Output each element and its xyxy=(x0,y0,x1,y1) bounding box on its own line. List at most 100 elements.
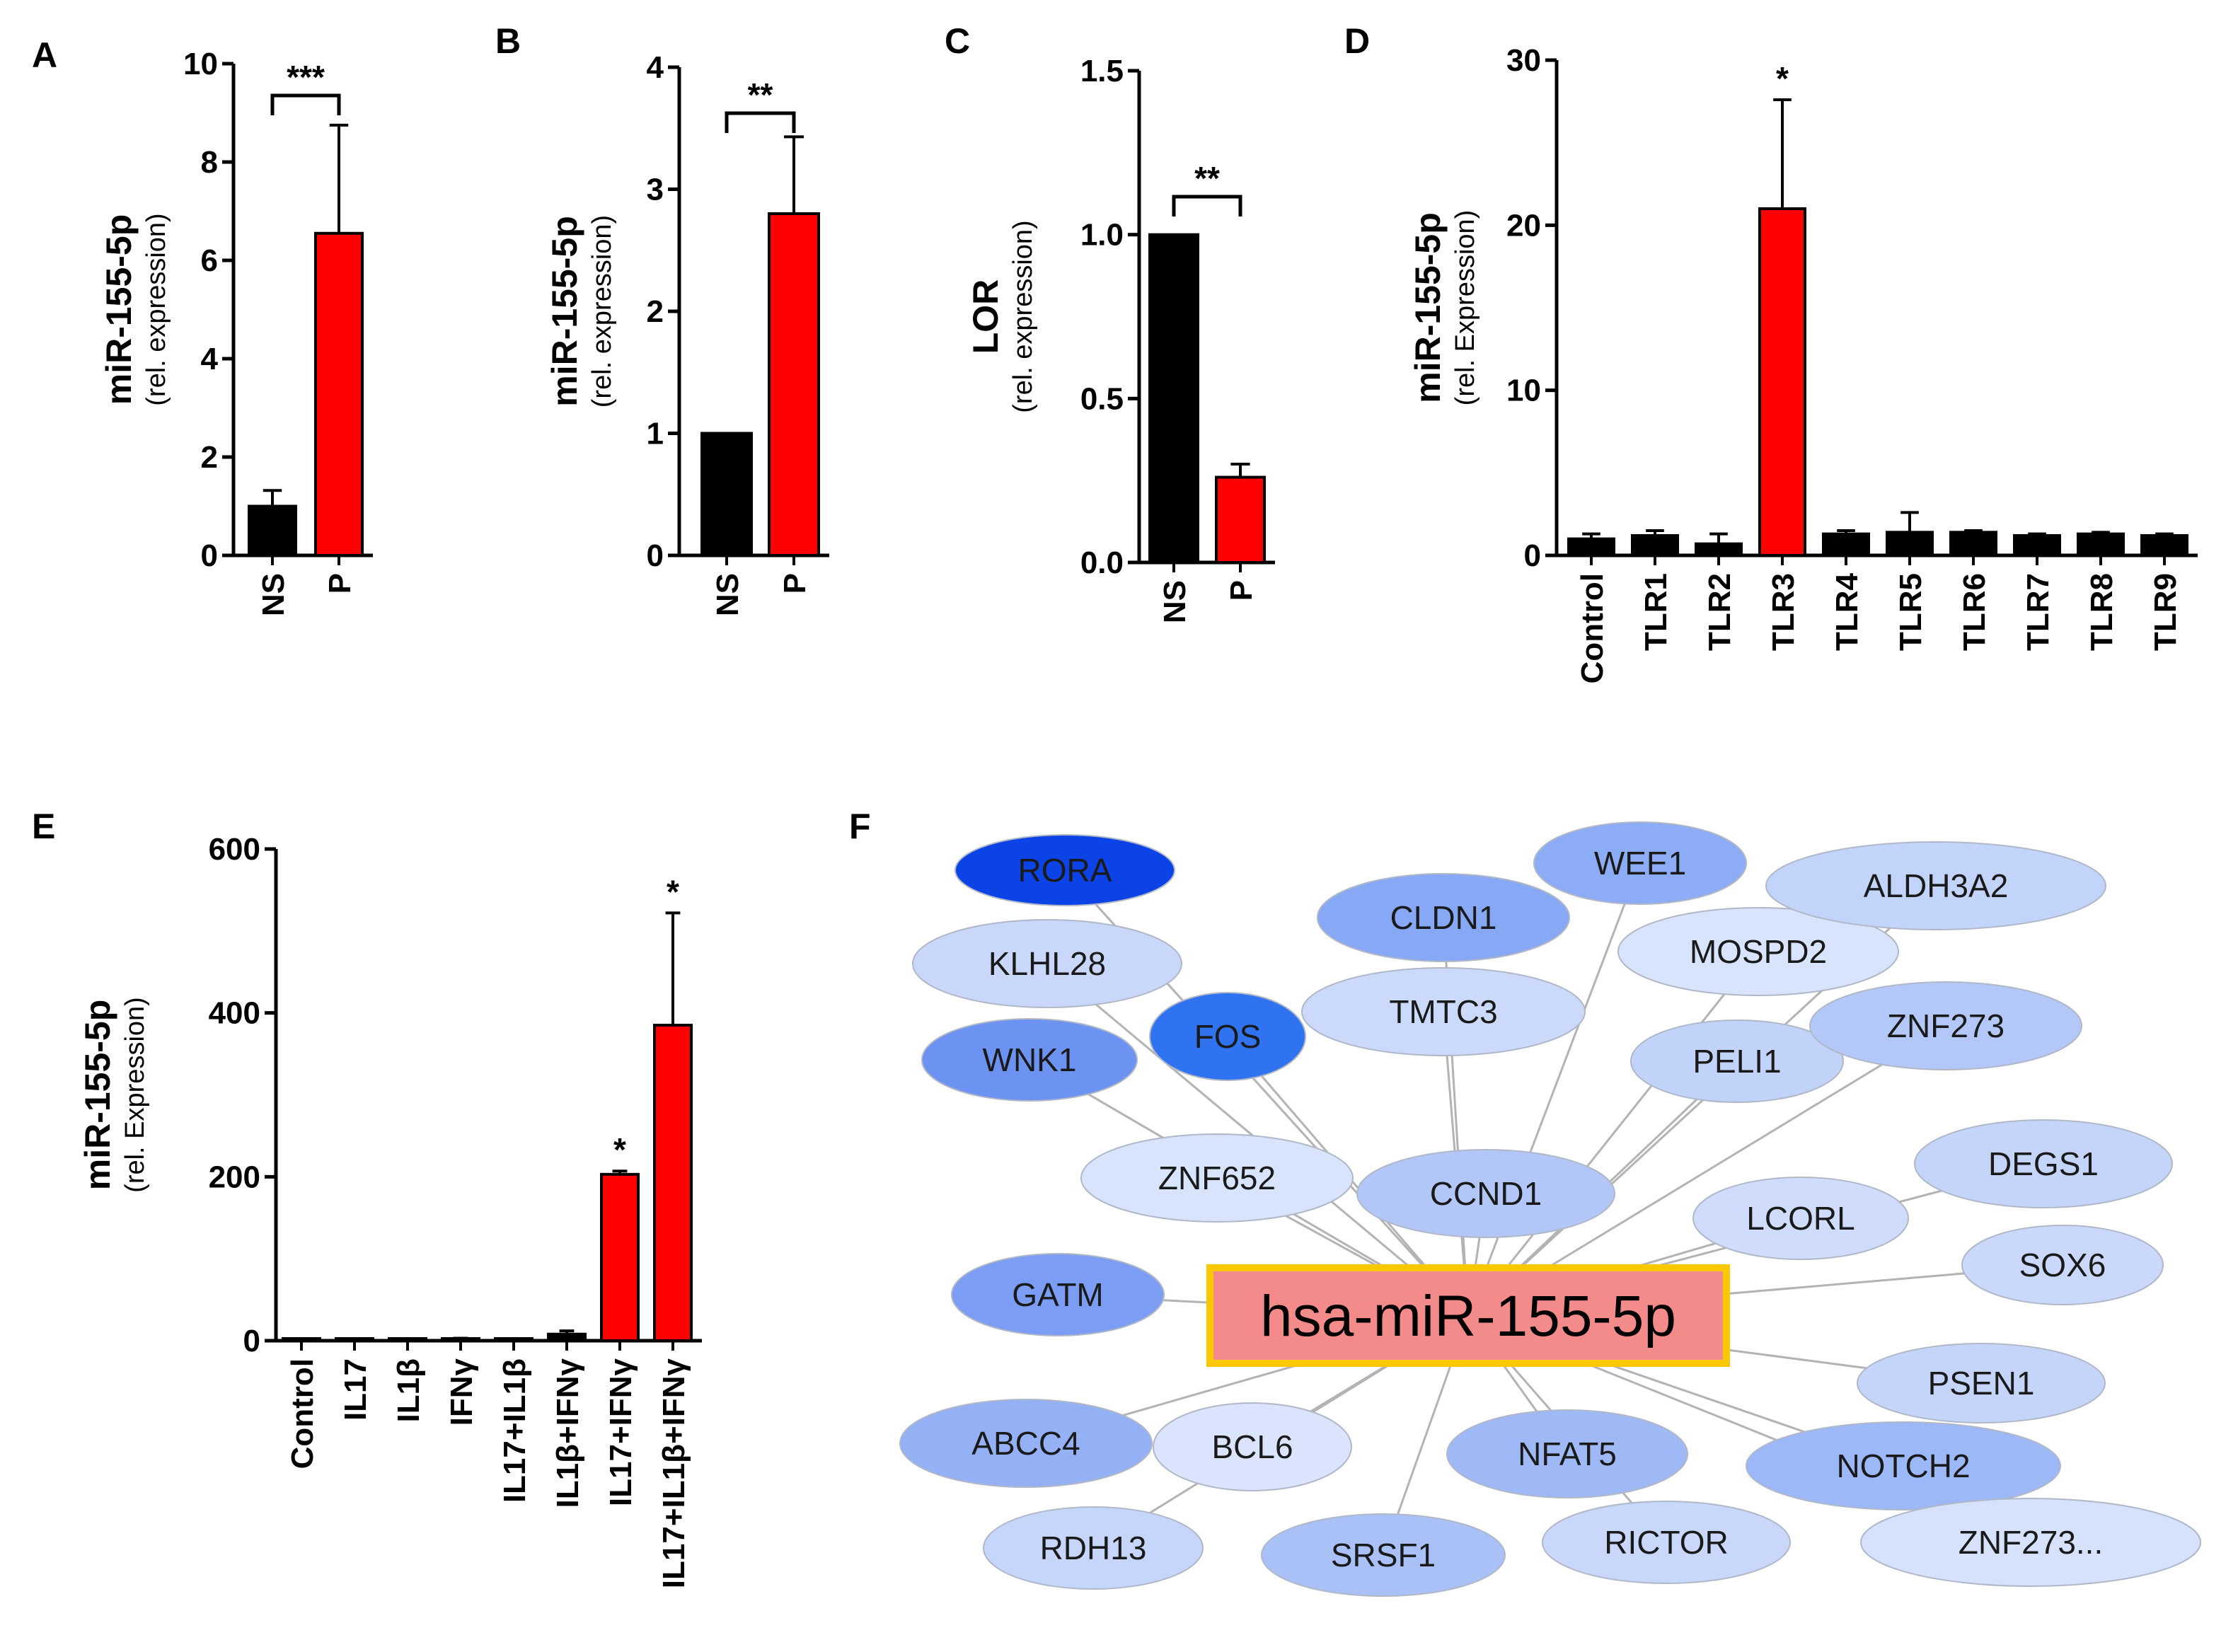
bar xyxy=(653,1024,693,1342)
network-node-ellipse xyxy=(1860,1498,2201,1587)
network-node: CLDN1 xyxy=(1317,873,1570,962)
y-tick-label: 200 xyxy=(209,1160,260,1194)
category-label: IL17+IL1β xyxy=(497,1358,532,1503)
category-label: Control xyxy=(285,1358,320,1469)
y-tick-label: 600 xyxy=(209,832,260,867)
network-node: CCND1 xyxy=(1356,1149,1615,1238)
significance-bracket xyxy=(725,111,796,133)
bar xyxy=(335,1337,374,1342)
bar xyxy=(1695,542,1743,558)
network-node: MOSPD2 xyxy=(1617,907,1899,996)
category-label: TLR8 xyxy=(2084,573,2119,651)
bar xyxy=(600,1172,640,1342)
network-node-ellipse xyxy=(1542,1501,1791,1584)
panel-letter-e: E xyxy=(32,807,55,846)
bar xyxy=(282,1337,321,1342)
network-node-label: ZNF273... xyxy=(1959,1524,2104,1561)
network-node-label: RDH13 xyxy=(1040,1530,1147,1566)
network-node-ellipse xyxy=(1153,1402,1352,1491)
network-node-label: ZNF273 xyxy=(1887,1007,2005,1044)
network-node-label: DEGS1 xyxy=(1988,1145,2099,1182)
network-node-ellipse xyxy=(1961,1225,2164,1305)
y-tick-label: 20 xyxy=(1506,208,1541,243)
bar xyxy=(388,1337,427,1342)
network-node-label: ZNF652 xyxy=(1158,1160,1276,1196)
network-node: SOX6 xyxy=(1961,1225,2164,1305)
network-node-ellipse xyxy=(1533,821,1747,905)
y-tick-label: 3 xyxy=(647,173,664,207)
network-node: ZNF652 xyxy=(1080,1133,1354,1223)
network-node-ellipse xyxy=(899,1399,1153,1488)
bar xyxy=(2013,534,2061,557)
y-axis-sublabel: (rel. expression) xyxy=(587,215,617,408)
network-node-label: NOTCH2 xyxy=(1836,1448,1970,1484)
network-node: TMTC3 xyxy=(1301,967,1586,1056)
network-center-label: hsa-miR-155-5p xyxy=(1260,1284,1676,1348)
network-node-label: NFAT5 xyxy=(1518,1436,1617,1472)
chart-panel-a: 0 2 4 6 8 10 miR-155-5p (rel. expression) NS P *** xyxy=(99,47,373,616)
bar xyxy=(2077,532,2125,558)
bar xyxy=(1215,475,1266,564)
y-tick-label: 0 xyxy=(201,538,218,573)
y-axis-sublabel: (rel. Expression) xyxy=(120,997,150,1193)
network-node-ellipse xyxy=(1356,1149,1615,1238)
category-label: IL17 xyxy=(338,1358,373,1421)
network-node: ALDH3A2 xyxy=(1765,841,2106,930)
category-label: IL1β xyxy=(391,1358,426,1422)
y-tick-label: 4 xyxy=(201,342,219,376)
category-label: IL17+IFNγ xyxy=(604,1358,638,1506)
network-node-label: ALDH3A2 xyxy=(1864,867,2009,904)
network-node-ellipse xyxy=(1692,1177,1909,1260)
category-label: NS xyxy=(1158,580,1192,623)
network-node: WEE1 xyxy=(1533,821,1747,905)
bar xyxy=(2140,534,2188,557)
y-tick-label: 1 xyxy=(647,417,664,451)
chart-panel-b: 0 1 2 3 4 miR-155-5p (rel. expression) NS P ** xyxy=(545,50,829,616)
network-node-ellipse xyxy=(921,1018,1138,1102)
y-tick-label: 30 xyxy=(1506,43,1541,78)
significance-stars: * xyxy=(613,1131,626,1168)
category-label: TLR9 xyxy=(2148,573,2183,651)
y-tick-label: 1.0 xyxy=(1080,218,1124,253)
network-node: RORA xyxy=(954,834,1175,906)
network-panel-f: RORA KLHL28 WNK1 FOS CLDN1 TMTC3 WEE1 MOSPD2 ALD… xyxy=(899,821,2201,1597)
y-tick-label: 0 xyxy=(1524,538,1541,573)
network-node-label: SRSF1 xyxy=(1331,1537,1436,1573)
network-node-label: MOSPD2 xyxy=(1690,933,1827,970)
y-tick-label: 0.0 xyxy=(1080,545,1124,580)
category-label: NS xyxy=(710,573,745,616)
category-label: P xyxy=(1224,580,1259,601)
y-axis-label: miR-155-5p xyxy=(78,1000,117,1191)
network-node: ZNF273 xyxy=(1809,981,2082,1070)
category-label: TLR1 xyxy=(1639,573,1673,651)
network-node-ellipse xyxy=(1301,967,1586,1056)
network-node-label: PSEN1 xyxy=(1928,1365,2035,1402)
significance-bracket xyxy=(270,93,341,115)
network-node: NOTCH2 xyxy=(1746,1421,2061,1511)
network-node-ellipse xyxy=(912,919,1182,1008)
network-node-ellipse xyxy=(1446,1409,1688,1498)
panel-letter-c: C xyxy=(945,21,970,61)
bar xyxy=(1567,537,1615,558)
category-label: TLR2 xyxy=(1702,573,1737,651)
significance-stars: ** xyxy=(1194,160,1220,197)
chart-panel-c: 0.0 0.5 1.0 1.5 LOR (rel. expression) NS P ** xyxy=(966,54,1275,623)
network-node-ellipse xyxy=(1765,841,2106,930)
panel-letter-d: D xyxy=(1344,21,1370,61)
network-node: GATM xyxy=(951,1253,1165,1336)
y-axis-sublabel: (rel. Expression) xyxy=(1450,210,1480,406)
network-node-label: ABCC4 xyxy=(971,1425,1080,1462)
y-tick-label: 10 xyxy=(183,47,218,81)
y-tick-label: 0.5 xyxy=(1080,381,1124,416)
network-node-label: GATM xyxy=(1012,1276,1103,1313)
network-edge xyxy=(1467,951,1760,1317)
network-node-label: SOX6 xyxy=(2019,1247,2106,1283)
panel-letter-b: B xyxy=(495,21,521,61)
network-node-label: CLDN1 xyxy=(1390,899,1497,936)
category-label: TLR3 xyxy=(1766,573,1801,651)
bar xyxy=(1949,531,1997,557)
network-node: SRSF1 xyxy=(1261,1513,1506,1597)
network-node: PSEN1 xyxy=(1857,1343,2106,1423)
network-node: BCL6 xyxy=(1153,1402,1352,1491)
network-node: ZNF273... xyxy=(1860,1498,2201,1587)
